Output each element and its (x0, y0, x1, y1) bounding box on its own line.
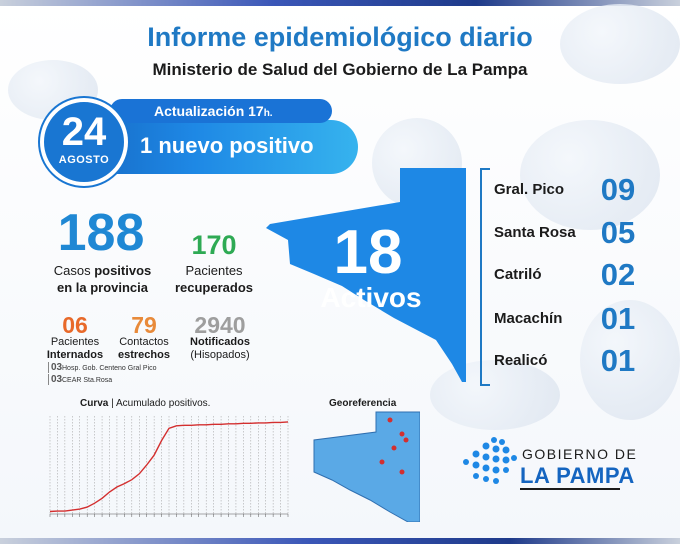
recovered-label-line1: Pacientes (185, 263, 243, 278)
hospital-detail-place: CEAR Sta.Rosa (62, 377, 113, 384)
geo-case-dot (387, 417, 393, 423)
date-day: 24 (61, 110, 107, 154)
hospitalized-label: Pacientes Internados (36, 336, 114, 362)
city-name: Macachín (494, 310, 563, 327)
decorative-pill (580, 300, 680, 420)
close-contacts-label-line2: estrechos (118, 349, 170, 361)
hospital-detail-count: 03 (48, 374, 62, 385)
bottom-accent-bar (0, 538, 680, 544)
decorative-pill (520, 120, 660, 230)
curve-series-line (49, 421, 289, 513)
curve-title-bold: Curva (80, 398, 109, 409)
hospital-detail-row: 03CEAR Sta.Rosa (48, 374, 112, 385)
page-title: Informe epidemiológico diario (147, 22, 533, 52)
hospital-detail-row: 03Hosp. Gob. Centeno Gral Pico (48, 362, 157, 373)
geo-case-dot (399, 431, 405, 437)
curve-grid (49, 416, 289, 514)
geo-map (313, 411, 420, 522)
hospitalized-label-line1: Pacientes (50, 336, 100, 348)
page-subtitle: Ministerio de Salud del Gobierno de La P… (152, 60, 528, 79)
total-positive-label: Casos positivos en la provincia (30, 262, 175, 296)
close-contacts-number: 79 (131, 312, 157, 338)
gobierno-logo-icon (463, 437, 517, 484)
notified-label: Notificados (Hisopados) (176, 336, 264, 362)
update-time-label: Actualización 17 (154, 103, 264, 119)
city-name: Gral. Pico (494, 181, 565, 198)
total-positive-label-line2: en la provincia (56, 280, 149, 295)
city-name: Realicó (494, 352, 548, 369)
close-contacts-label: Contactos estrechos (106, 336, 182, 362)
la-pampa-map (266, 168, 466, 382)
city-bracket (480, 168, 490, 386)
active-count: 18 (333, 218, 403, 287)
hospital-detail-count: 03 (48, 362, 62, 373)
city-count: 09 (600, 172, 636, 207)
curve-x-ticks (49, 514, 289, 517)
city-name: Catriló (494, 266, 542, 283)
city-count: 01 (600, 343, 636, 378)
close-contacts-label-line1: Contactos (119, 336, 169, 348)
hospital-detail-place: Hosp. Gob. Centeno Gral Pico (62, 365, 157, 372)
logo-underline (520, 488, 620, 490)
hospitalized-number: 06 (62, 312, 88, 338)
curve-chart (49, 416, 289, 517)
city-count: 05 (600, 215, 636, 250)
city-count: 01 (600, 301, 636, 336)
hospitalized-label-line2: Internados (46, 349, 104, 361)
bracket-tick (480, 384, 490, 386)
geo-case-dot (403, 437, 409, 443)
recovered-number: 170 (191, 230, 237, 260)
geo-title: Georeferencia (329, 398, 397, 409)
logo-line2: LA PAMPA (520, 463, 635, 488)
active-label: Activos (320, 282, 422, 313)
curve-title-rest: | Acumulado positivos. (108, 398, 211, 409)
notified-label-line2: (Hisopados) (190, 349, 250, 361)
geo-case-dot (391, 445, 397, 451)
province-shape (266, 168, 466, 382)
city-name: Santa Rosa (494, 224, 576, 241)
date-month: AGOSTO (58, 154, 110, 166)
geo-province-shape (313, 411, 420, 522)
decorative-pill (430, 360, 560, 430)
update-time-pill: Actualización 17h. (110, 99, 332, 123)
logo-line1: GOBIERNO DE (522, 446, 638, 462)
top-accent-bar (0, 0, 680, 6)
curve-title: Curva | Acumulado positivos. (80, 398, 210, 409)
geo-case-dot (379, 459, 385, 465)
geo-case-dot (399, 469, 405, 475)
recovered-label-line2: recuperados (174, 280, 254, 295)
city-count: 02 (600, 257, 636, 292)
recovered-label: Pacientes recuperados (160, 262, 268, 296)
date-badge: 24 AGOSTO (40, 98, 128, 186)
notified-number: 2940 (194, 312, 246, 338)
notified-label-line1: Notificados (190, 336, 250, 348)
total-positive-number: 188 (57, 204, 145, 262)
decorative-pill (560, 4, 680, 84)
total-positive-label-bold: positivos (94, 263, 152, 278)
total-positive-label-pre: Casos (53, 263, 95, 278)
bracket-tick (480, 168, 490, 170)
update-time-suffix: h. (263, 108, 273, 119)
new-positive-text: 1 nuevo positivo (140, 133, 314, 158)
